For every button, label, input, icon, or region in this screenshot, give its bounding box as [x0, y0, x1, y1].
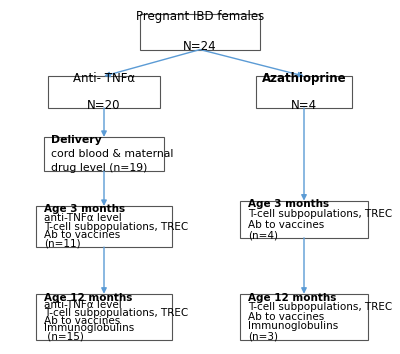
Text: Immunoglobulins: Immunoglobulins	[44, 324, 134, 333]
Text: T-cell subpopulations, TREC: T-cell subpopulations, TREC	[44, 308, 188, 318]
FancyBboxPatch shape	[140, 14, 260, 50]
Text: (n=4): (n=4)	[248, 230, 278, 240]
Text: Azathioprine: Azathioprine	[262, 72, 346, 85]
Text: T-cell subpopulations, TREC: T-cell subpopulations, TREC	[44, 222, 188, 232]
Text: Ab to vaccines: Ab to vaccines	[44, 230, 120, 240]
Text: anti-TNFα level: anti-TNFα level	[44, 300, 122, 310]
Text: (n=11): (n=11)	[44, 239, 81, 249]
Text: N=4: N=4	[291, 99, 317, 112]
FancyBboxPatch shape	[48, 76, 160, 108]
Text: (n=3): (n=3)	[248, 331, 278, 341]
FancyBboxPatch shape	[36, 294, 172, 340]
Text: N=24: N=24	[183, 40, 217, 53]
Text: cord blood & maternal: cord blood & maternal	[51, 149, 174, 159]
Text: Age 3 months: Age 3 months	[44, 205, 125, 215]
Text: Age 12 months: Age 12 months	[248, 292, 336, 303]
Text: T-cell subpopulations, TREC: T-cell subpopulations, TREC	[248, 302, 392, 312]
Text: Ab to vaccines: Ab to vaccines	[44, 316, 120, 326]
Text: anti-TNFα level: anti-TNFα level	[44, 213, 122, 223]
Text: Pregnant IBD females: Pregnant IBD females	[136, 11, 264, 23]
FancyBboxPatch shape	[240, 201, 368, 238]
Text: Anti- TNFα: Anti- TNFα	[73, 72, 135, 85]
FancyBboxPatch shape	[36, 206, 172, 247]
Text: Age 3 months: Age 3 months	[248, 199, 329, 209]
Text: (n=15): (n=15)	[44, 331, 84, 341]
Text: N=20: N=20	[87, 99, 121, 112]
Text: drug level (n=19): drug level (n=19)	[51, 163, 148, 173]
FancyBboxPatch shape	[256, 76, 352, 108]
Text: Delivery: Delivery	[51, 135, 102, 145]
FancyBboxPatch shape	[240, 294, 368, 340]
Text: Ab to vaccines: Ab to vaccines	[248, 220, 324, 230]
Text: T-cell subpopulations, TREC: T-cell subpopulations, TREC	[248, 209, 392, 219]
Text: Immunoglobulins: Immunoglobulins	[248, 321, 338, 331]
Text: Age 12 months: Age 12 months	[44, 292, 132, 303]
FancyBboxPatch shape	[44, 137, 164, 171]
Text: Ab to vaccines: Ab to vaccines	[248, 312, 324, 322]
